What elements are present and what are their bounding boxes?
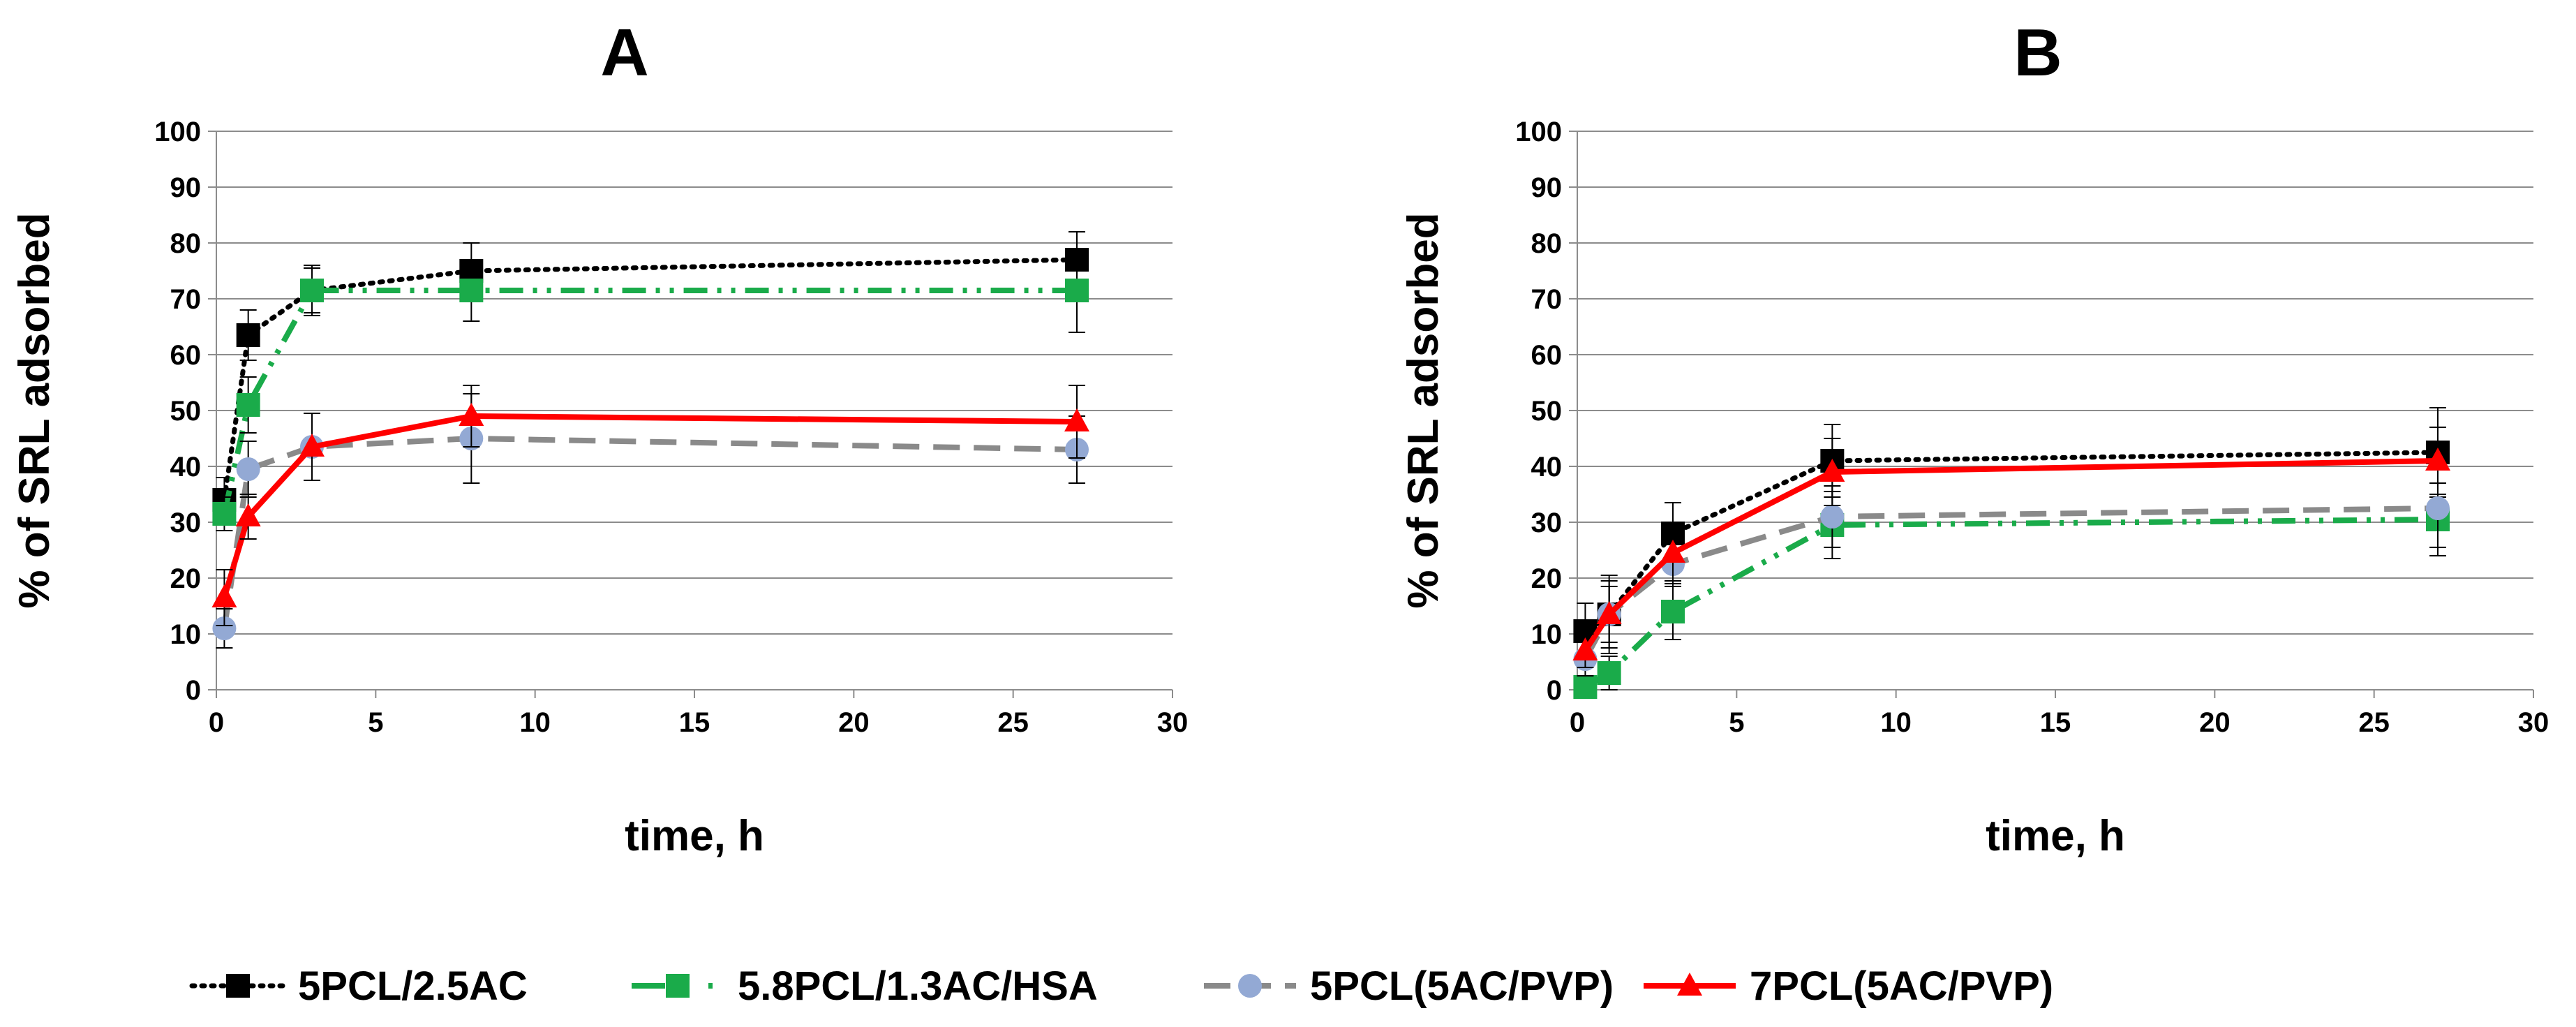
data-point — [1819, 459, 1845, 482]
series-line — [221, 288, 1077, 515]
data-point — [1820, 505, 1845, 529]
chart-panel-b: B 0 10 20 30 40 50 60 70 80 90 100 0 5 10 15 20 25 30 time,… — [1399, 15, 2549, 860]
y-tick-label-20: 20 — [1531, 563, 1563, 594]
series-7pcl-5ac-pvp — [211, 385, 1089, 626]
x-tick-label-30: 30 — [1157, 707, 1189, 738]
data-point — [299, 434, 325, 457]
series-5-8pcl-1-3ac-hsa — [212, 248, 1089, 531]
legend-item-7pcl-5ac-pvp: 7PCL(5AC/PVP) — [1644, 963, 2053, 1009]
x-tick-label-25: 25 — [997, 707, 1029, 738]
y-tick-label-30: 30 — [170, 508, 202, 538]
data-point — [236, 393, 260, 417]
chart-panel-a: A 0 10 20 30 40 50 60 70 80 90 100 0 5 10 15 20 25 30 time,… — [10, 15, 1188, 860]
legend-label: 5PCL/2.5AC — [298, 963, 528, 1009]
data-point — [235, 503, 261, 526]
x-tick-label-5: 5 — [368, 707, 383, 738]
data-point — [211, 584, 237, 607]
x-tick-label-0: 0 — [1570, 707, 1585, 738]
x-axis-title: time, h — [1986, 812, 2125, 860]
series-5-8pcl-1-3ac-hsa — [1573, 482, 2450, 699]
x-tick-label-30: 30 — [2518, 707, 2549, 738]
y-tick-label-40: 40 — [1531, 452, 1563, 482]
y-tick-label-50: 50 — [170, 396, 202, 427]
y-tick-label-80: 80 — [170, 228, 202, 259]
data-point — [1596, 601, 1622, 624]
y-tick-label-20: 20 — [170, 563, 202, 594]
legend-marker — [1238, 974, 1262, 998]
y-tick-label-90: 90 — [1531, 172, 1563, 203]
data-point — [459, 279, 484, 302]
legend-label: 5PCL(5AC/PVP) — [1310, 963, 1614, 1009]
x-tick-label-15: 15 — [679, 707, 710, 738]
x-tick-label-10: 10 — [519, 707, 551, 738]
series-line — [1582, 450, 2441, 634]
y-tick-label-60: 60 — [1531, 340, 1563, 371]
y-tick-label-70: 70 — [170, 284, 202, 315]
x-tick-label-15: 15 — [2040, 707, 2071, 738]
series-7pcl-5ac-pvp — [1572, 427, 2450, 668]
series-line — [1583, 458, 2439, 653]
panel-title-b: B — [2013, 15, 2062, 90]
panel-title-a: A — [600, 15, 648, 90]
data-point — [236, 457, 260, 481]
legend-item-5pcl-2-5ac: 5PCL/2.5AC — [189, 963, 528, 1009]
data-point — [1597, 661, 1621, 685]
data-point — [1572, 637, 1598, 660]
y-axis-title: % of SRL adsorbed — [10, 212, 59, 608]
legend-label: 7PCL(5AC/PVP) — [1750, 963, 2053, 1009]
y-tick-label-60: 60 — [170, 340, 202, 371]
y-tick-label-90: 90 — [170, 172, 202, 203]
data-point — [212, 502, 237, 526]
x-axis-title: time, h — [625, 812, 764, 860]
data-point — [459, 403, 484, 426]
y-tick-label-10: 10 — [170, 619, 202, 650]
y-tick-label-100: 100 — [154, 117, 201, 147]
y-tick-label-50: 50 — [1531, 396, 1563, 427]
data-point — [2425, 448, 2450, 471]
x-tick-label-0: 0 — [209, 707, 224, 738]
series-5pcl-2-5ac — [212, 231, 1089, 523]
data-point — [1573, 675, 1598, 699]
y-tick-label-80: 80 — [1531, 228, 1563, 259]
legend-item-5-8pcl-1-3ac-hsa: 5.8PCL/1.3AC/HSA — [632, 963, 1098, 1009]
x-tick-label-20: 20 — [838, 707, 870, 738]
x-tick-label-10: 10 — [1880, 707, 1912, 738]
y-tick-label-30: 30 — [1531, 508, 1563, 538]
legend: 5PCL/2.5AC 5.8PCL/1.3AC/HSA 5PCL(5AC/PVP) 7… — [189, 963, 2053, 1009]
data-point — [236, 323, 260, 347]
x-tick-label-20: 20 — [2199, 707, 2231, 738]
series-5pcl-5ac-pvp — [1573, 468, 2450, 677]
y-tick-label-70: 70 — [1531, 284, 1563, 315]
data-point — [1065, 279, 1089, 302]
series-5pcl-2-5ac — [1573, 407, 2450, 660]
data-point — [1660, 540, 1685, 563]
x-tick-label-25: 25 — [2358, 707, 2390, 738]
legend-marker — [1677, 973, 1702, 996]
y-tick-label-0: 0 — [186, 675, 201, 706]
legend-marker — [226, 974, 250, 998]
y-tick-label-40: 40 — [170, 452, 202, 482]
series-5pcl-5ac-pvp — [212, 393, 1089, 649]
data-point — [300, 279, 324, 302]
legend-marker — [666, 974, 690, 998]
legend-label: 5.8PCL/1.3AC/HSA — [738, 963, 1098, 1009]
y-tick-label-100: 100 — [1515, 117, 1562, 147]
y-tick-label-10: 10 — [1531, 619, 1563, 650]
x-tick-label-5: 5 — [1729, 707, 1744, 738]
data-point — [1064, 408, 1089, 431]
data-point — [1661, 600, 1685, 623]
data-point — [2426, 496, 2450, 520]
series-line — [221, 257, 1080, 503]
y-tick-label-0: 0 — [1547, 675, 1562, 706]
legend-item-5pcl-5ac-pvp: 5PCL(5AC/PVP) — [1204, 963, 1614, 1009]
series-line — [1584, 517, 2439, 690]
data-point — [212, 616, 237, 640]
y-axis-title: % of SRL adsorbed — [1399, 212, 1447, 608]
